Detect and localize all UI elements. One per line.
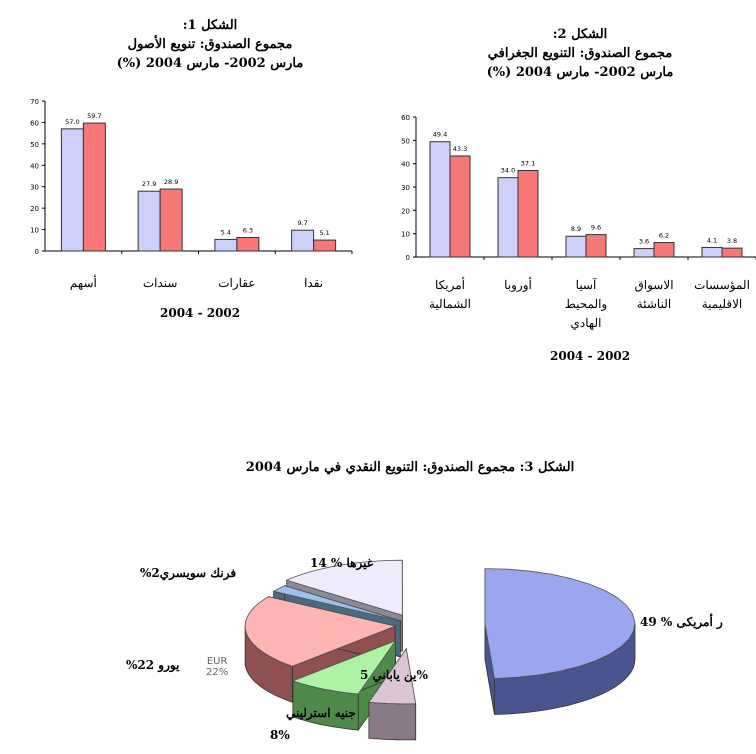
category-label: أوروبا [504, 278, 532, 292]
chart1-title: الشكل 1: مجموع الصندوق: تنويع الأصول مار… [60, 16, 360, 73]
bar [449, 155, 471, 258]
y-tick-label: 70 [30, 98, 39, 106]
pie-label-eur: يورو 22% [126, 658, 180, 672]
bar [565, 235, 587, 258]
chart2-title: الشكل 2: مجموع الصندوق: التنويع الجغرافي… [430, 25, 730, 82]
y-tick-label: 50 [401, 137, 410, 145]
pie-label-gbp-value: 8% [270, 728, 290, 742]
chart1-xlabel: 2004 - 2002 [160, 306, 241, 320]
chart2-plot: 0 10 20 30 40 50 60 49.4 43.3 34.0 37.1 8.9 9.6 3.6 6.… [401, 114, 756, 262]
data-label: 37.1 [521, 159, 535, 167]
pie-slice [368, 647, 417, 741]
chart3-pie [244, 559, 636, 741]
data-label: 5.4 [221, 228, 231, 236]
data-label: 28.9 [164, 178, 178, 186]
pie-slice [291, 639, 397, 732]
bar [82, 122, 106, 252]
pie-slice [484, 568, 636, 715]
category-label: المؤسسات الاقليمية [694, 278, 750, 311]
y-tick-label: 10 [401, 231, 410, 239]
category-label: سندات [142, 276, 178, 290]
bar [313, 239, 337, 252]
bar [137, 190, 161, 252]
category-label: الاسواق الناشئة [634, 278, 674, 311]
data-label: 3.8 [727, 237, 737, 245]
y-tick-label: 30 [30, 184, 39, 192]
y-tick-label: 0 [35, 248, 39, 256]
y-tick-label: 10 [30, 227, 39, 235]
chart2-title-line: مجموع الصندوق: التنويع الجغرافي [487, 46, 673, 61]
bar [429, 141, 451, 258]
data-label: 27.9 [142, 180, 156, 188]
bar [585, 234, 607, 258]
y-tick-label: 60 [401, 114, 410, 122]
bar [214, 238, 238, 252]
data-label: 4.1 [707, 236, 717, 244]
pie-label-jpy: ين ياباني 5% [360, 668, 428, 682]
bar [517, 169, 539, 258]
category-label: عقارات [218, 276, 256, 290]
data-label: 8.9 [571, 225, 581, 233]
category-label: أسهم [69, 276, 97, 290]
data-label: 6.3 [243, 227, 253, 235]
chart1-title-line: الشكل 1: [182, 18, 238, 33]
bar [60, 128, 84, 252]
y-tick-label: 0 [406, 254, 410, 262]
data-label: 3.6 [639, 238, 649, 246]
chart1-title-line: مجموع الصندوق: تنويع الأصول [127, 37, 293, 52]
data-label: 59.7 [87, 112, 101, 120]
bar [291, 229, 315, 252]
data-label: 49.4 [433, 131, 447, 139]
bar [159, 188, 183, 252]
pie-label-chf: فرنك سويسري2% [140, 566, 237, 580]
data-label: 34.0 [501, 167, 515, 175]
data-label: 9.7 [297, 219, 307, 227]
data-label: 57.0 [65, 118, 79, 126]
pie-label-gbp: جنيه استرليني [286, 706, 356, 720]
y-tick-label: 20 [30, 205, 39, 213]
y-tick-label: 60 [30, 119, 39, 127]
data-label: 9.6 [591, 224, 601, 232]
y-tick-label: 40 [401, 161, 410, 169]
pie-label-others: غيرها % 14 [310, 556, 373, 570]
y-tick-label: 30 [401, 184, 410, 192]
bar [721, 247, 743, 258]
chart2-xlabel: 2004 - 2002 [550, 349, 631, 363]
bar [701, 246, 723, 258]
chart2-title-line: مارس 2002- مارس 2004 (%) [486, 65, 674, 80]
chart1-title-line: مارس 2002- مارس 2004 (%) [116, 56, 304, 71]
data-label: 43.3 [453, 145, 467, 153]
y-tick-label: 20 [401, 207, 410, 215]
chart1-plot: 0 10 20 30 40 50 60 70 57.0 59.7 27.9 28.9 5.4 6.3 9.7… [30, 98, 353, 256]
bar [497, 177, 519, 258]
pie-label-usd: ر أمريكى % 49 [640, 615, 723, 629]
data-label: 6.2 [659, 232, 669, 240]
y-tick-label: 40 [30, 162, 39, 170]
category-label: آسيا والمحيط الهادي [564, 278, 608, 330]
bar [236, 237, 260, 252]
data-label: 5.1 [319, 229, 329, 237]
chart2-title-line: الشكل 2: [552, 27, 608, 42]
category-label: نقدا [304, 276, 324, 290]
pie-inner-label-eur: EUR 22% [206, 656, 229, 678]
category-label: أمريكا الشمالية [429, 278, 471, 311]
bar [633, 248, 655, 258]
chart3-title: الشكل 3: مجموع الصندوق: التنويع النقدي ف… [245, 460, 575, 475]
bar [653, 242, 675, 258]
y-tick-label: 50 [30, 141, 39, 149]
